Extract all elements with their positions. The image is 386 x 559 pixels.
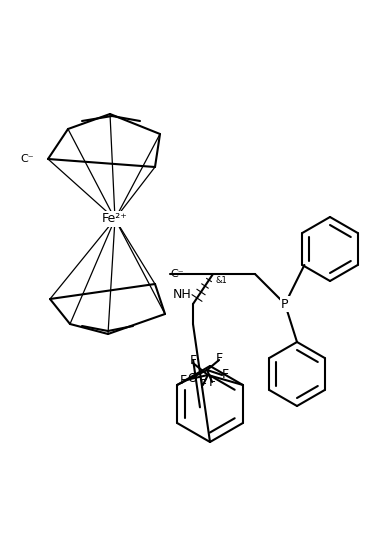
- Text: P: P: [281, 297, 289, 310]
- Text: NH: NH: [172, 288, 191, 301]
- Text: F: F: [199, 378, 207, 391]
- Text: O: O: [187, 372, 197, 385]
- Text: F: F: [222, 368, 229, 381]
- Text: C⁻: C⁻: [170, 269, 184, 279]
- Text: C⁻: C⁻: [20, 154, 34, 164]
- Text: F: F: [190, 353, 196, 367]
- Text: F: F: [208, 376, 216, 389]
- Text: F: F: [179, 373, 186, 386]
- Text: Fe²⁺: Fe²⁺: [102, 212, 128, 225]
- Text: &1: &1: [215, 276, 227, 285]
- Text: F: F: [215, 352, 223, 364]
